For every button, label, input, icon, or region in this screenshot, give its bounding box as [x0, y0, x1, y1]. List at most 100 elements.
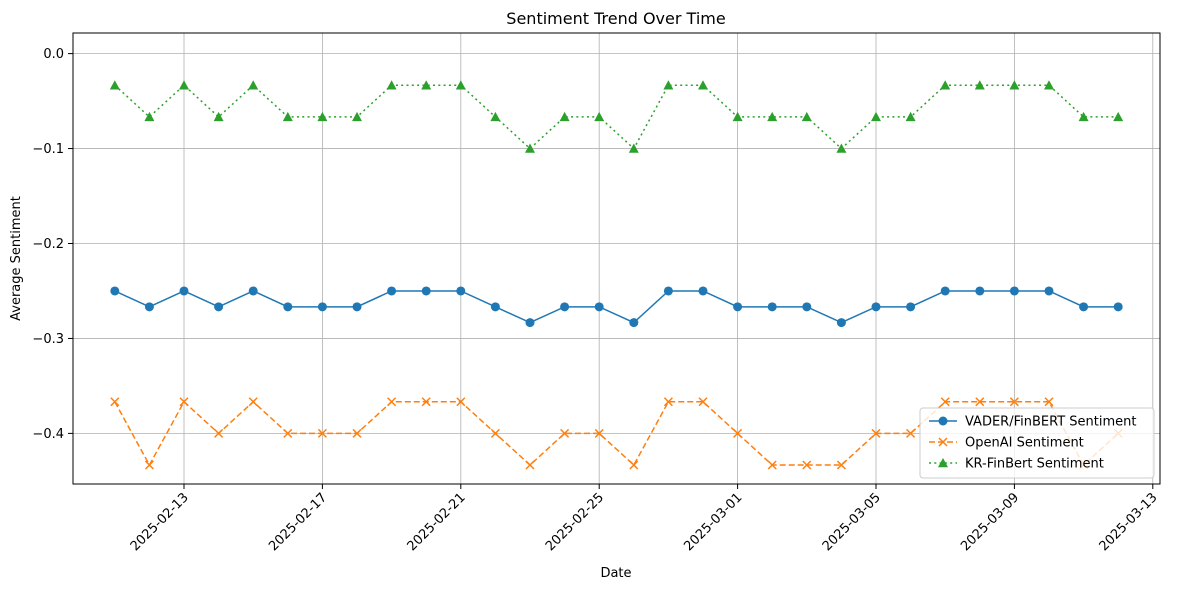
data-point [1044, 397, 1054, 407]
data-point [974, 80, 985, 90]
series-line [114, 400, 1119, 467]
data-point [870, 111, 881, 122]
data-point [698, 397, 708, 407]
y-tick-label: 0.0 [43, 47, 64, 62]
data-point [940, 397, 950, 407]
data-point [940, 80, 951, 90]
data-point [283, 428, 293, 438]
data-point [490, 111, 501, 122]
series-0 [110, 286, 1123, 328]
data-point [456, 286, 466, 296]
data-point [871, 428, 881, 438]
data-point [179, 286, 189, 296]
legend-label: VADER/FinBERT Sentiment [965, 415, 1136, 430]
data-point [871, 302, 881, 312]
data-point [248, 80, 259, 90]
data-point [975, 397, 985, 407]
data-point [1079, 302, 1089, 312]
data-point [594, 428, 604, 438]
y-tick-label: −0.3 [32, 332, 64, 347]
data-point [940, 286, 950, 296]
data-point [456, 397, 466, 407]
legend-entry: OpenAI Sentiment [929, 436, 1084, 451]
data-point [560, 428, 570, 438]
data-point [214, 302, 224, 312]
legend-label: KR-FinBert Sentiment [965, 457, 1104, 472]
y-axis-title: Average Sentiment [9, 196, 24, 321]
data-point [144, 111, 155, 122]
data-point [317, 428, 327, 438]
legend-marker [938, 437, 948, 447]
data-point [663, 397, 673, 407]
data-point [282, 111, 293, 122]
data-point [144, 302, 154, 312]
data-point [697, 80, 708, 90]
data-point [283, 302, 293, 312]
data-point [560, 302, 570, 312]
data-point [733, 302, 743, 312]
data-point [1078, 111, 1089, 122]
legend-entry: VADER/FinBERT Sentiment [929, 415, 1136, 430]
legend-label: OpenAI Sentiment [965, 436, 1084, 451]
data-point [1113, 302, 1123, 312]
legend-marker [938, 416, 948, 426]
data-point [490, 302, 500, 312]
data-point [594, 302, 604, 312]
data-point [733, 428, 743, 438]
legend: VADER/FinBERT Sentiment OpenAI Sentiment K… [919, 407, 1155, 479]
data-point [352, 428, 362, 438]
data-point [732, 111, 743, 122]
data-point [836, 318, 846, 328]
series-line [114, 84, 1119, 150]
data-point [455, 80, 466, 90]
data-point [110, 286, 120, 296]
data-point [629, 460, 639, 470]
data-point [317, 302, 327, 312]
data-point [387, 397, 397, 407]
data-point [490, 428, 500, 438]
y-tick-label: −0.4 [32, 427, 64, 442]
data-point [248, 397, 258, 407]
data-point [559, 111, 570, 122]
data-point [421, 286, 431, 296]
data-point [802, 302, 812, 312]
plot-frame [72, 32, 1161, 485]
data-point [525, 143, 536, 153]
series-2 [109, 80, 1124, 153]
data-point [421, 397, 431, 407]
data-point [1043, 80, 1054, 90]
chart-title: Sentiment Trend Over Time [506, 9, 725, 28]
x-axis-title: Date [600, 566, 631, 581]
data-point [387, 286, 397, 296]
data-point [525, 318, 535, 328]
data-point [767, 302, 777, 312]
data-point [906, 302, 916, 312]
data-point [801, 111, 812, 122]
legend-marker [938, 458, 948, 468]
data-point [1009, 286, 1019, 296]
data-point [386, 80, 397, 90]
data-point [248, 286, 258, 296]
data-point [906, 428, 916, 438]
data-point [629, 318, 639, 328]
series-line [114, 290, 1119, 324]
data-point [214, 428, 224, 438]
data-point [1009, 397, 1019, 407]
y-tick-label: −0.1 [32, 142, 64, 157]
data-point [767, 460, 777, 470]
grid [73, 33, 1160, 484]
data-point [628, 143, 639, 153]
data-point [975, 286, 985, 296]
legend-box [919, 407, 1155, 479]
data-point [1009, 80, 1020, 90]
y-tick-label: −0.2 [32, 237, 64, 252]
data-point [179, 80, 190, 90]
data-point [213, 111, 224, 122]
data-point [109, 80, 120, 90]
data-point [1113, 111, 1124, 122]
series-layer [109, 80, 1124, 470]
data-point [421, 80, 432, 90]
data-point [179, 397, 189, 407]
data-point [1044, 286, 1054, 296]
data-point [352, 111, 363, 122]
